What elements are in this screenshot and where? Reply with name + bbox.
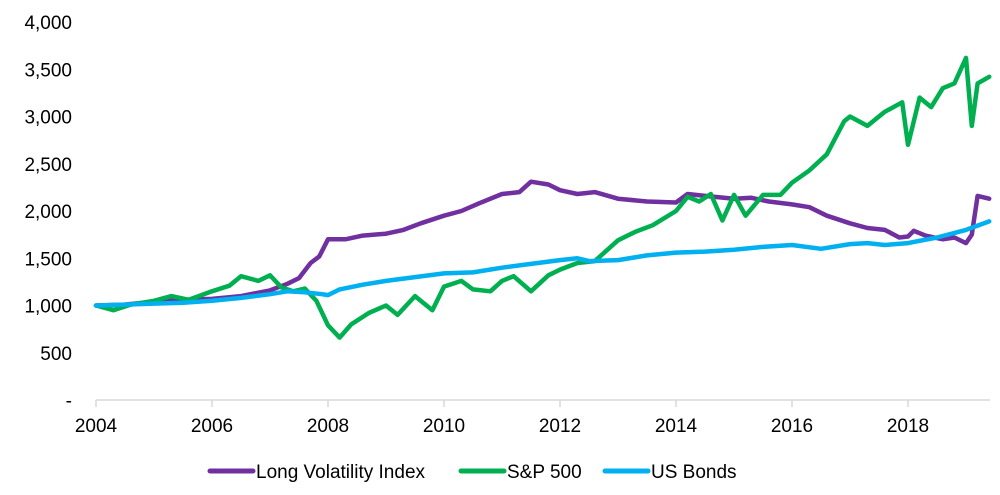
legend-label: US Bonds [651, 462, 737, 483]
y-axis: - 500 1,000 1,500 2,000 2,500 3,000 3,500 4,000 [24, 13, 72, 412]
y-tick-label: 1,000 [24, 297, 72, 318]
y-tick-label: 500 [40, 344, 72, 365]
y-tick-label: - [66, 391, 72, 412]
x-tick-label: 2004 [75, 416, 118, 437]
legend-label: Long Volatility Index [256, 462, 426, 483]
x-tick-label: 2012 [539, 416, 581, 437]
series-line-us-bonds [93, 219, 992, 308]
series-line-s-p-500 [93, 55, 992, 340]
y-tick-label: 3,500 [24, 60, 72, 81]
y-tick-label: 2,500 [24, 155, 72, 176]
x-tick-label: 2010 [423, 416, 465, 437]
y-tick-label: 4,000 [24, 13, 72, 34]
legend: Long Volatility Index S&P 500 US Bonds [207, 462, 737, 483]
y-tick-label: 3,000 [24, 108, 72, 129]
y-tick-label: 2,000 [24, 202, 72, 223]
x-tick-label: 2006 [191, 416, 233, 437]
x-tick-label: 2014 [655, 416, 698, 437]
x-tick-label: 2018 [887, 416, 929, 437]
series-line-long-volatility-index [93, 179, 992, 308]
x-tick-label: 2016 [771, 416, 813, 437]
y-tick-label: 1,500 [24, 249, 72, 270]
x-axis: 2004 2006 2008 2010 2012 2014 2016 2018 [75, 400, 929, 437]
x-tick-label: 2008 [307, 416, 349, 437]
legend-label: S&P 500 [507, 462, 582, 483]
series-group [93, 55, 992, 340]
